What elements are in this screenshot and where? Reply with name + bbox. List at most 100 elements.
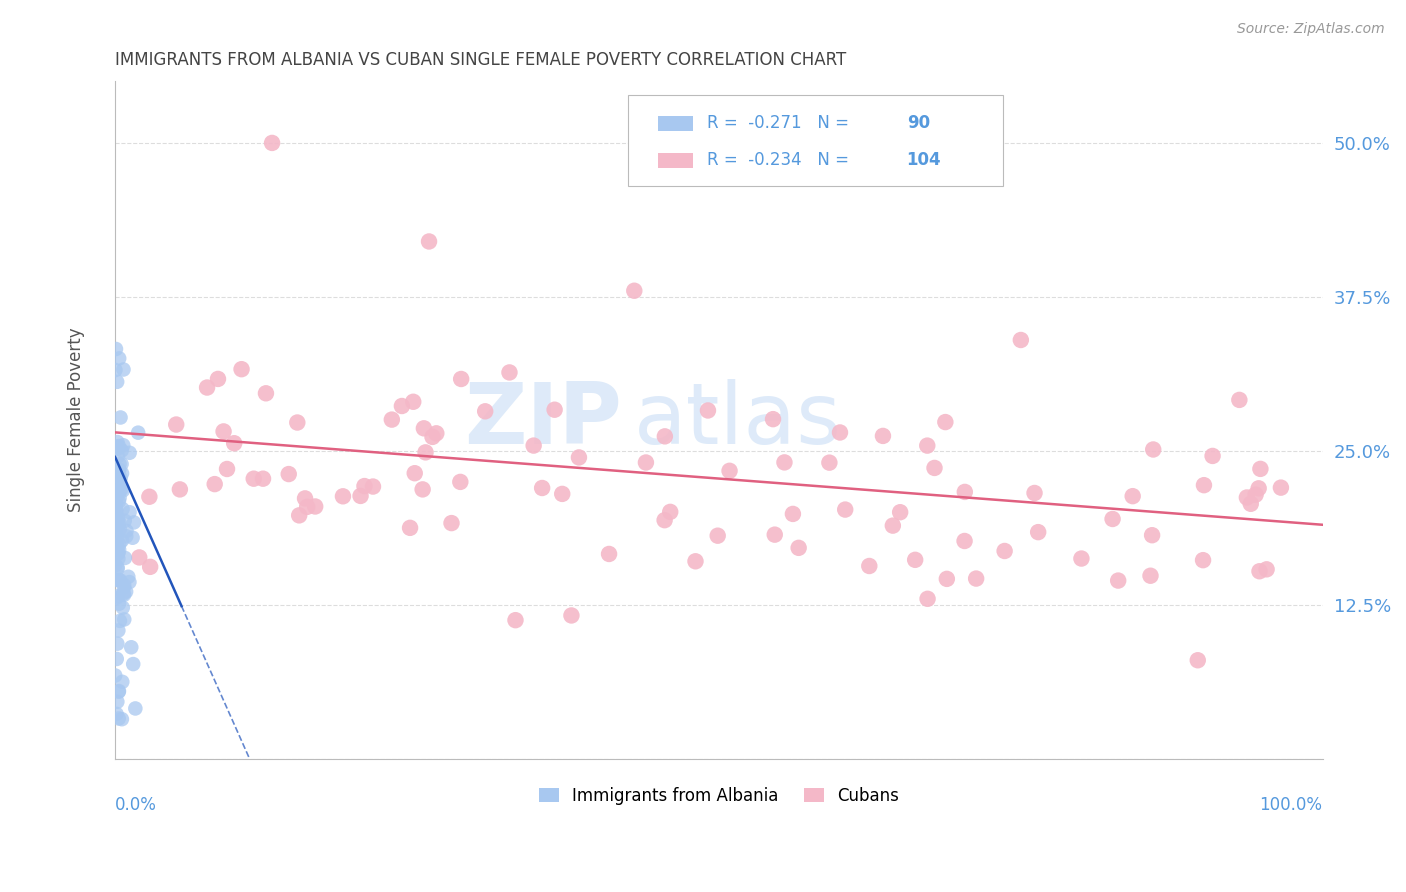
Point: [551, 487, 574, 501]
FancyBboxPatch shape: [658, 153, 693, 168]
Point: [107, 589, 129, 603]
Point: [105, 515, 128, 529]
Point: [111, 483, 134, 498]
Point: [111, 600, 134, 615]
Point: [882, 518, 904, 533]
Point: [104, 498, 127, 512]
Text: 100.0%: 100.0%: [1260, 796, 1323, 814]
Point: [1247, 481, 1270, 495]
Point: [1256, 562, 1278, 576]
Point: [105, 491, 128, 505]
Text: 90: 90: [907, 114, 929, 133]
Point: [117, 570, 139, 584]
Point: [115, 524, 138, 538]
Text: Single Female Poverty: Single Female Poverty: [67, 327, 86, 512]
Point: [450, 372, 472, 386]
Point: [285, 416, 308, 430]
Text: 0.0%: 0.0%: [115, 796, 157, 814]
Point: [128, 550, 150, 565]
Point: [108, 537, 131, 551]
Text: ZIP: ZIP: [464, 378, 623, 461]
Point: [107, 547, 129, 561]
Point: [361, 479, 384, 493]
FancyBboxPatch shape: [628, 95, 1002, 186]
Point: [111, 533, 134, 548]
Point: [104, 512, 127, 526]
Point: [112, 578, 135, 592]
Point: [381, 412, 404, 426]
Point: [787, 541, 810, 555]
Point: [474, 404, 496, 418]
Text: atlas: atlas: [634, 378, 842, 461]
Point: [112, 588, 135, 602]
Point: [111, 443, 134, 458]
Point: [953, 484, 976, 499]
Point: [277, 467, 299, 481]
Point: [402, 394, 425, 409]
Point: [828, 425, 851, 440]
Point: [1244, 488, 1267, 502]
Point: [254, 386, 277, 401]
Point: [107, 684, 129, 698]
Point: [415, 445, 437, 459]
Point: [105, 531, 128, 545]
Point: [706, 529, 728, 543]
Point: [108, 463, 131, 477]
Point: [1192, 478, 1215, 492]
Point: [139, 559, 162, 574]
Point: [904, 553, 927, 567]
Point: [288, 508, 311, 523]
Point: [107, 450, 129, 464]
Point: [353, 479, 375, 493]
Point: [110, 457, 132, 471]
Point: [1070, 551, 1092, 566]
Point: [108, 573, 131, 587]
Point: [1187, 653, 1209, 667]
Point: [105, 695, 128, 709]
Point: [112, 612, 135, 626]
Point: [391, 399, 413, 413]
Point: [124, 701, 146, 715]
Point: [294, 491, 316, 506]
Point: [763, 527, 786, 541]
Point: [1270, 481, 1292, 495]
Point: [107, 435, 129, 450]
Point: [207, 372, 229, 386]
Point: [112, 581, 135, 595]
Point: [114, 550, 136, 565]
Point: [118, 575, 141, 590]
Point: [332, 489, 354, 503]
Point: [924, 461, 946, 475]
Point: [654, 513, 676, 527]
Point: [104, 363, 127, 377]
Point: [169, 483, 191, 497]
Point: [834, 502, 856, 516]
Point: [107, 546, 129, 560]
Point: [872, 429, 894, 443]
Point: [505, 613, 527, 627]
Point: [114, 514, 136, 528]
Point: [1026, 525, 1049, 540]
Point: [204, 477, 226, 491]
Point: [108, 494, 131, 508]
Point: [108, 597, 131, 611]
Point: [858, 559, 880, 574]
Point: [105, 706, 128, 721]
Point: [115, 529, 138, 543]
Point: [111, 712, 134, 726]
Point: [105, 504, 128, 518]
Point: [118, 446, 141, 460]
Point: [215, 462, 238, 476]
Point: [107, 511, 129, 525]
Point: [418, 235, 440, 249]
Point: [1122, 489, 1144, 503]
Point: [104, 526, 127, 541]
Point: [440, 516, 463, 530]
Point: [412, 483, 434, 497]
Point: [349, 489, 371, 503]
Text: IMMIGRANTS FROM ALBANIA VS CUBAN SINGLE FEMALE POVERTY CORRELATION CHART: IMMIGRANTS FROM ALBANIA VS CUBAN SINGLE …: [115, 51, 846, 69]
Point: [889, 505, 911, 519]
Point: [1024, 486, 1046, 500]
Point: [107, 475, 129, 489]
Point: [105, 652, 128, 666]
